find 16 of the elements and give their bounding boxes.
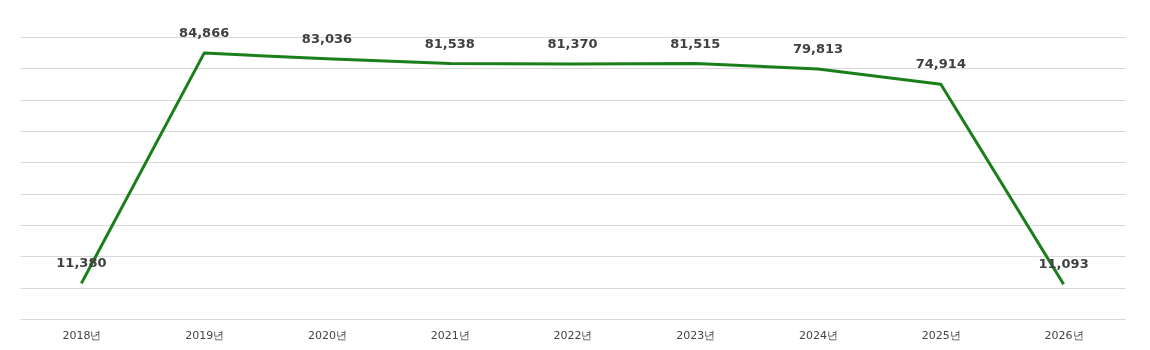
data-label: 83,036	[301, 30, 353, 46]
x-tick-label: 2019년	[185, 328, 225, 342]
data-label: 81,538	[424, 35, 475, 51]
x-tick-label: 2022년	[553, 328, 593, 342]
x-tick-label: 2025년	[921, 328, 961, 342]
data-label: 79,813	[792, 40, 844, 56]
x-tick-label: 2018년	[62, 328, 102, 342]
data-label: 84,866	[179, 25, 230, 41]
x-tick-label: 2026년	[1044, 328, 1084, 342]
data-label: 81,515	[670, 35, 721, 51]
data-label: 81,370	[547, 36, 598, 52]
x-tick-label: 2021년	[430, 328, 470, 342]
data-label: 74,914	[915, 56, 966, 72]
x-tick-label: 2020년	[307, 328, 347, 342]
x-tick-label: 2023년	[676, 328, 716, 342]
x-tick-label: 2024년	[799, 328, 839, 342]
